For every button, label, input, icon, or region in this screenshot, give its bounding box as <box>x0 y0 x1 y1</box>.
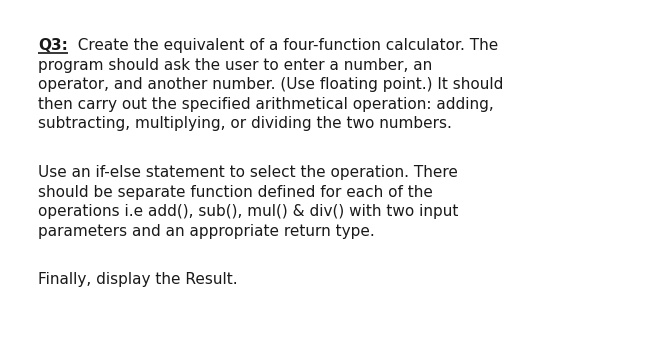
Text: should be separate function defined for each of the: should be separate function defined for … <box>38 185 433 199</box>
Text: Finally, display the Result.: Finally, display the Result. <box>38 273 238 287</box>
Text: operator, and another number. (Use floating point.) It should: operator, and another number. (Use float… <box>38 77 503 92</box>
Text: Use an if-else statement to select the operation. There: Use an if-else statement to select the o… <box>38 165 458 180</box>
Text: program should ask the user to enter a number, an: program should ask the user to enter a n… <box>38 58 432 73</box>
Text: subtracting, multiplying, or dividing the two numbers.: subtracting, multiplying, or dividing th… <box>38 116 452 131</box>
Text: then carry out the specified arithmetical operation: adding,: then carry out the specified arithmetica… <box>38 97 494 112</box>
Text: operations i.e add(), sub(), mul() & div() with two input: operations i.e add(), sub(), mul() & div… <box>38 204 458 219</box>
Text: Q3:: Q3: <box>38 38 68 53</box>
Text: Create the equivalent of a four-function calculator. The: Create the equivalent of a four-function… <box>68 38 498 53</box>
Text: parameters and an appropriate return type.: parameters and an appropriate return typ… <box>38 224 375 239</box>
